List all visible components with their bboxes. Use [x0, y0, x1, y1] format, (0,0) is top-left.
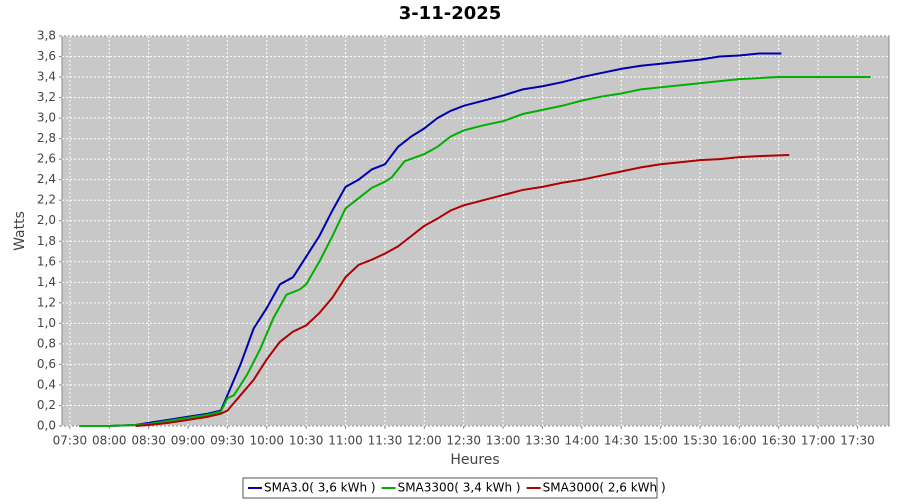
y-tick-label: 0,4	[37, 377, 56, 391]
x-tick-label: 14:30	[604, 434, 639, 448]
x-tick-label: 09:30	[210, 434, 245, 448]
x-tick-label: 15:00	[643, 434, 678, 448]
x-tick-label: 16:30	[761, 434, 796, 448]
x-tick-label: 10:30	[289, 434, 324, 448]
y-tick-label: 1,2	[37, 295, 56, 309]
x-tick-label: 11:30	[368, 434, 403, 448]
x-tick-label: 15:30	[683, 434, 718, 448]
legend-label: SMA3.0( 3,6 kWh )	[264, 481, 376, 495]
y-tick-label: 3,8	[37, 29, 56, 43]
x-tick-label: 07:30	[53, 434, 88, 448]
y-tick-label: 1,8	[37, 234, 56, 248]
x-tick-label: 17:30	[840, 434, 875, 448]
plot-area	[61, 35, 890, 427]
legend-label: SMA3000( 2,6 kWh )	[543, 481, 666, 495]
chart-title: 3-11-2025	[399, 3, 502, 24]
y-tick-label: 0,0	[37, 419, 56, 433]
y-tick-label: 2,0	[37, 213, 56, 227]
x-tick-label: 16:00	[722, 434, 757, 448]
x-axis-label: Heures	[450, 452, 499, 468]
y-tick-label: 0,8	[37, 336, 56, 350]
y-axis-label: Watts	[12, 211, 28, 251]
y-tick-label: 3,2	[37, 90, 56, 104]
y-tick-label: 1,6	[37, 254, 56, 268]
y-tick-label: 3,0	[37, 111, 56, 125]
y-tick-label: 2,8	[37, 131, 56, 145]
x-tick-label: 13:00	[486, 434, 521, 448]
x-tick-label: 08:30	[131, 434, 166, 448]
x-tick-label: 08:00	[92, 434, 127, 448]
x-tick-label: 12:30	[446, 434, 481, 448]
legend-label: SMA3300( 3,4 kWh )	[398, 481, 521, 495]
x-tick-label: 17:00	[801, 434, 836, 448]
series-line	[79, 76, 871, 427]
x-tick-label: 11:00	[328, 434, 363, 448]
series-line	[135, 154, 790, 427]
x-tick-label: 13:30	[525, 434, 560, 448]
y-tick-label: 1,0	[37, 316, 56, 330]
y-tick-label: 3,4	[37, 70, 56, 84]
y-tick-label: 0,6	[37, 357, 56, 371]
x-tick-label: 10:00	[249, 434, 284, 448]
x-tick-label: 09:00	[171, 434, 206, 448]
y-tick-label: 3,6	[37, 49, 56, 63]
x-tick-label: 14:00	[565, 434, 600, 448]
x-tick-label: 12:00	[407, 434, 442, 448]
y-tick-label: 1,4	[37, 275, 56, 289]
y-tick-label: 2,2	[37, 193, 56, 207]
y-tick-label: 0,2	[37, 398, 56, 412]
series-line	[109, 52, 782, 427]
y-tick-label: 2,6	[37, 152, 56, 166]
y-tick-label: 2,4	[37, 172, 56, 186]
legend	[242, 477, 658, 499]
